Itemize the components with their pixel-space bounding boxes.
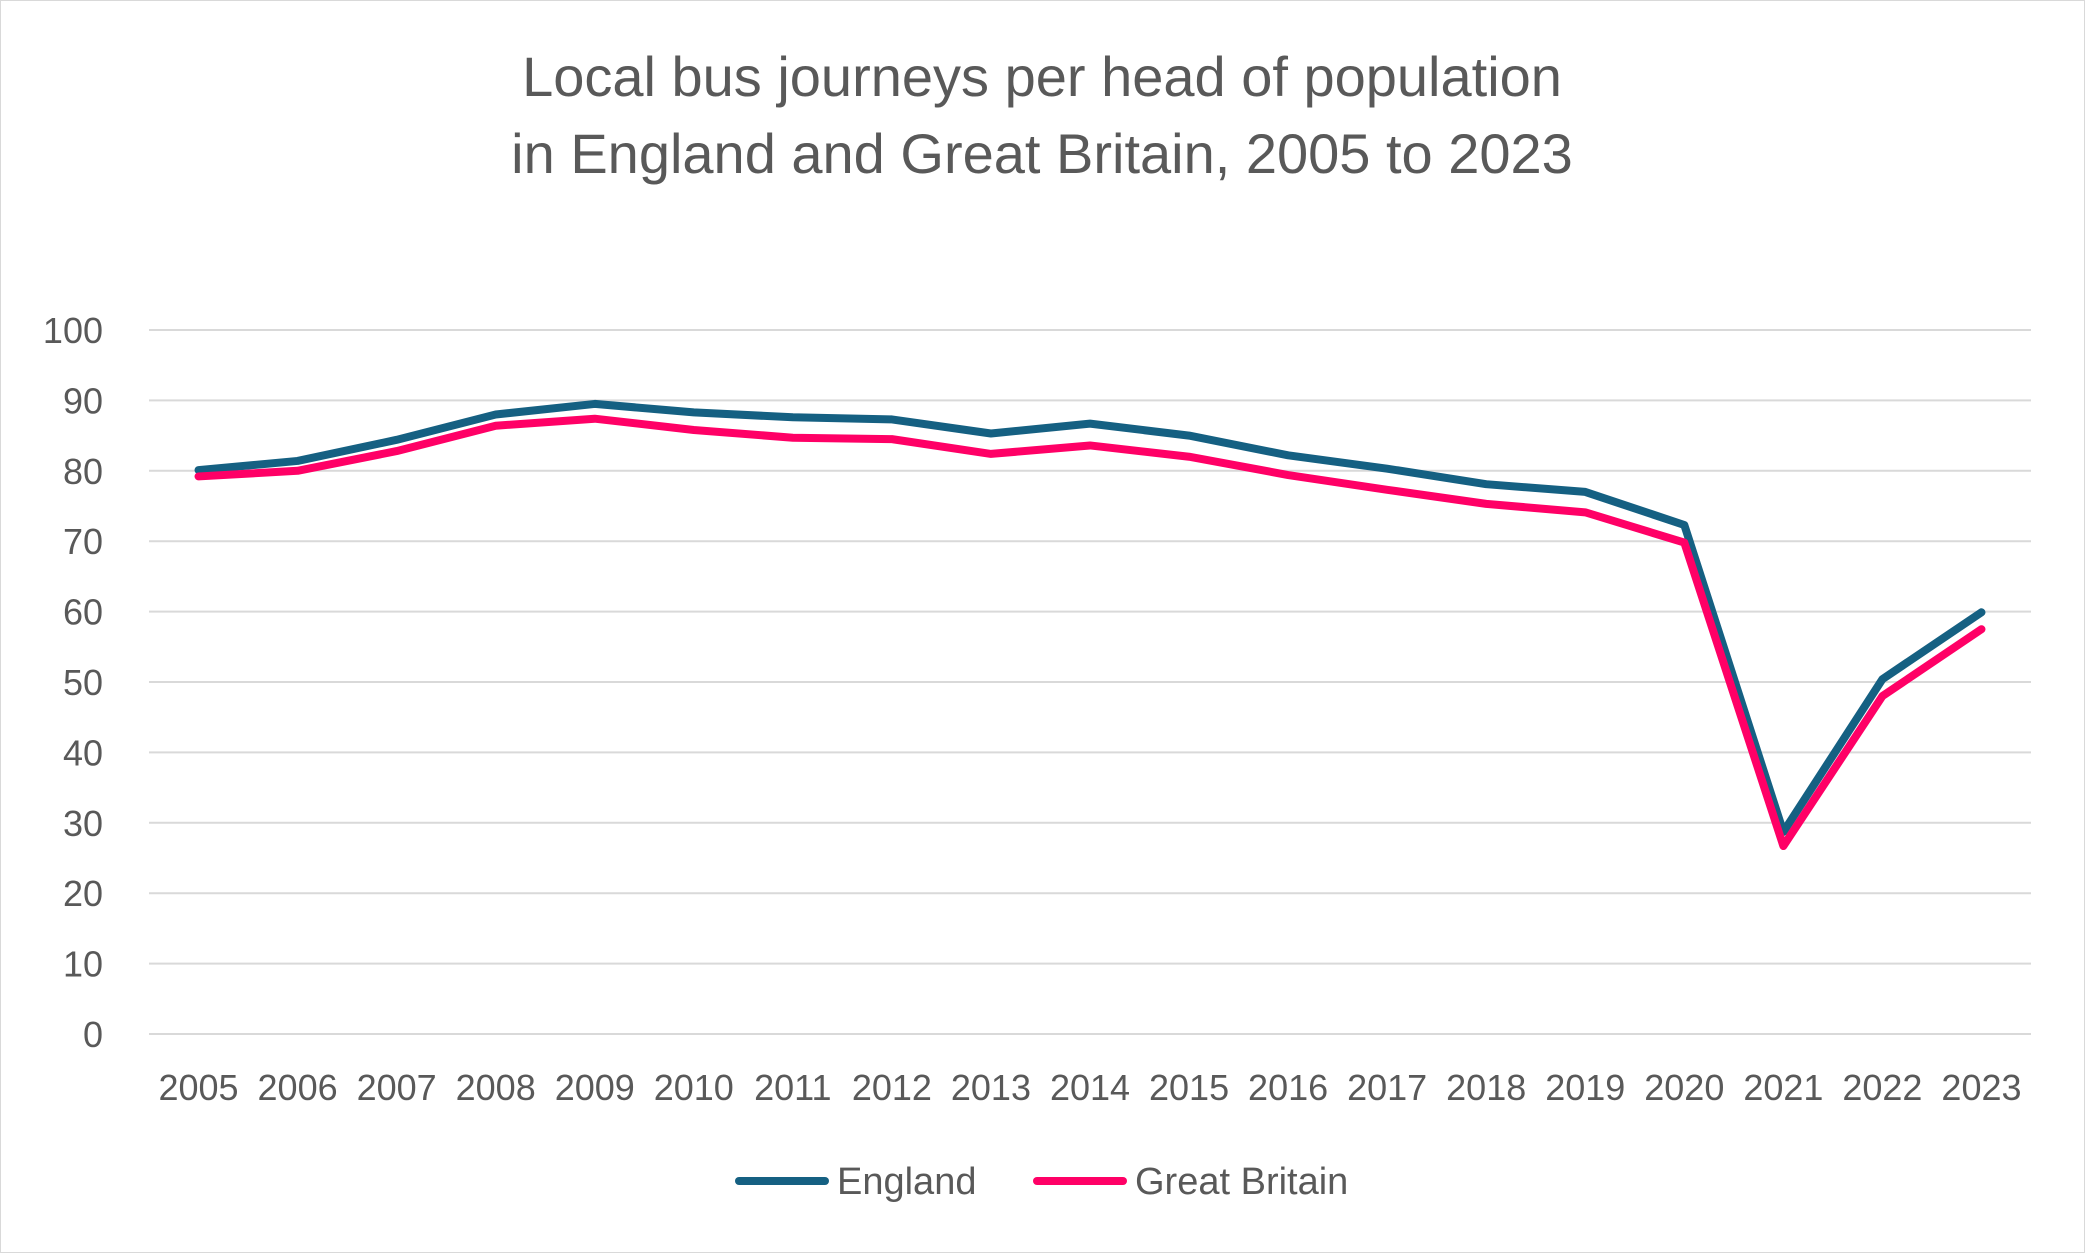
y-tick-label: 90 xyxy=(63,380,103,421)
x-tick-label: 2009 xyxy=(555,1067,635,1108)
x-tick-label: 2021 xyxy=(1743,1067,1823,1108)
x-tick-label: 2023 xyxy=(1941,1067,2021,1108)
legend-label-1: Great Britain xyxy=(1135,1161,1348,1203)
chart-title-line-2: in England and Great Britain, 2005 to 20… xyxy=(511,122,1573,185)
y-tick-label: 100 xyxy=(43,310,103,351)
y-tick-label: 0 xyxy=(83,1014,103,1055)
x-tick-label: 2016 xyxy=(1248,1067,1328,1108)
x-tick-label: 2020 xyxy=(1644,1067,1724,1108)
x-tick-label: 2006 xyxy=(258,1067,338,1108)
y-axis: 0 10 20 30 40 50 60 70 80 90 100 xyxy=(43,310,103,1055)
x-tick-label: 2011 xyxy=(754,1067,831,1108)
x-tick-label: 2012 xyxy=(852,1067,932,1108)
x-tick-label: 2014 xyxy=(1050,1067,1130,1108)
x-tick-label: 2007 xyxy=(357,1067,437,1108)
x-tick-label: 2005 xyxy=(158,1067,238,1108)
y-tick-label: 30 xyxy=(63,803,103,844)
legend-label-0: England xyxy=(837,1161,976,1203)
series-line-0 xyxy=(194,399,1986,836)
x-tick-label: 2019 xyxy=(1545,1067,1625,1108)
y-tick-label: 80 xyxy=(63,451,103,492)
x-tick-label: 2010 xyxy=(654,1067,734,1108)
x-tick-label: 2013 xyxy=(951,1067,1031,1108)
y-tick-label: 20 xyxy=(63,873,103,914)
y-tick-label: 40 xyxy=(63,732,103,773)
y-tick-label: 60 xyxy=(63,592,103,633)
chart-title-line-1: Local bus journeys per head of populatio… xyxy=(522,45,1562,108)
x-tick-label: 2022 xyxy=(1842,1067,1922,1108)
x-tick-label: 2017 xyxy=(1347,1067,1427,1108)
legend: England Great Britain xyxy=(735,1161,1348,1203)
chart-title: Local bus journeys per head of populatio… xyxy=(511,45,1573,185)
gridlines xyxy=(149,329,2031,1035)
y-tick-label: 70 xyxy=(63,521,103,562)
y-tick-label: 10 xyxy=(63,944,103,985)
x-tick-label: 2015 xyxy=(1149,1067,1229,1108)
x-tick-label: 2008 xyxy=(456,1067,536,1108)
series-lines xyxy=(194,399,1986,851)
x-tick-label: 2018 xyxy=(1446,1067,1526,1108)
series-line-1 xyxy=(194,414,1986,851)
y-tick-label: 50 xyxy=(63,662,103,703)
x-axis: 2005 2006 2007 2008 2009 2010 2011 2012 2013 2014… xyxy=(158,1067,2021,1108)
